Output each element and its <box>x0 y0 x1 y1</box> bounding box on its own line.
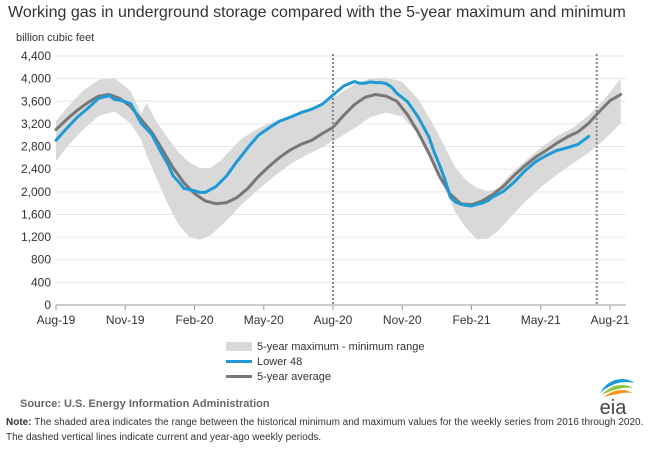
y-tick-2400: 2,400 <box>21 162 51 176</box>
y-tick-400: 400 <box>31 275 51 289</box>
x-tick-0: Aug-19 <box>37 313 76 327</box>
source-label: Source: <box>20 398 61 410</box>
footnote: Note: The shaded area indicates the rang… <box>6 415 646 445</box>
x-tick-8: Aug-21 <box>591 313 630 327</box>
gridlines <box>56 55 626 283</box>
note-label: Note: <box>6 417 32 428</box>
legend-item-average: 5-year average <box>226 369 424 384</box>
x-tick-4: Aug-20 <box>314 313 353 327</box>
x-tick-3: May-20 <box>244 313 284 327</box>
x-tick-1: Nov-19 <box>106 313 145 327</box>
source-line: Source: U.S. Energy Information Administ… <box>20 398 270 410</box>
range-band <box>56 77 621 240</box>
source-text: U.S. Energy Information Administration <box>64 398 270 410</box>
y-tick-800: 800 <box>31 253 51 267</box>
chart-title: Working gas in underground storage compa… <box>8 4 626 21</box>
y-tick-1600: 1,600 <box>21 207 51 221</box>
y-tick-2000: 2,000 <box>21 185 51 199</box>
y-tick-0: 0 <box>44 298 51 312</box>
legend-label-lower48: Lower 48 <box>257 355 303 368</box>
legend-swatch-range <box>226 342 252 351</box>
y-tick-labels: 0 400 800 1,200 1,600 2,000 2,400 2,800 3,200 3,6… <box>21 49 51 312</box>
legend-item-range: 5-year maximum - minimum range <box>226 339 424 354</box>
legend-label-range: 5-year maximum - minimum range <box>257 340 425 353</box>
eia-logo-icon: eia <box>600 379 634 417</box>
line-5yr-average <box>54 93 623 207</box>
legend-swatch-average <box>226 375 252 378</box>
y-tick-1200: 1,200 <box>21 230 51 244</box>
x-tick-5: Nov-20 <box>383 313 422 327</box>
y-tick-4400: 4,400 <box>21 49 51 63</box>
logo-text: eia <box>600 397 628 417</box>
y-tick-3200: 3,200 <box>21 117 51 131</box>
y-tick-2800: 2,800 <box>21 140 51 154</box>
legend-swatch-lower48 <box>226 360 252 363</box>
y-tick-3600: 3,600 <box>21 94 51 108</box>
legend-item-lower48: Lower 48 <box>226 354 424 369</box>
note-text: The shaded area indicates the range betw… <box>6 417 644 443</box>
y-axis-unit-label: billion cubic feet <box>16 32 95 44</box>
series-lines <box>54 80 623 208</box>
x-tick-labels: Aug-19 Nov-19 Feb-20 May-20 Aug-20 Nov-20 Feb-… <box>37 305 630 327</box>
x-tick-6: Feb-21 <box>452 313 490 327</box>
range-band-layer <box>56 77 621 240</box>
x-tick-2: Feb-20 <box>175 313 213 327</box>
line-lower48 <box>54 80 591 208</box>
x-tick-7: May-21 <box>521 313 561 327</box>
legend: 5-year maximum - minimum range Lower 48 … <box>226 339 424 384</box>
legend-label-average: 5-year average <box>257 370 331 383</box>
y-tick-4000: 4,000 <box>21 72 51 86</box>
